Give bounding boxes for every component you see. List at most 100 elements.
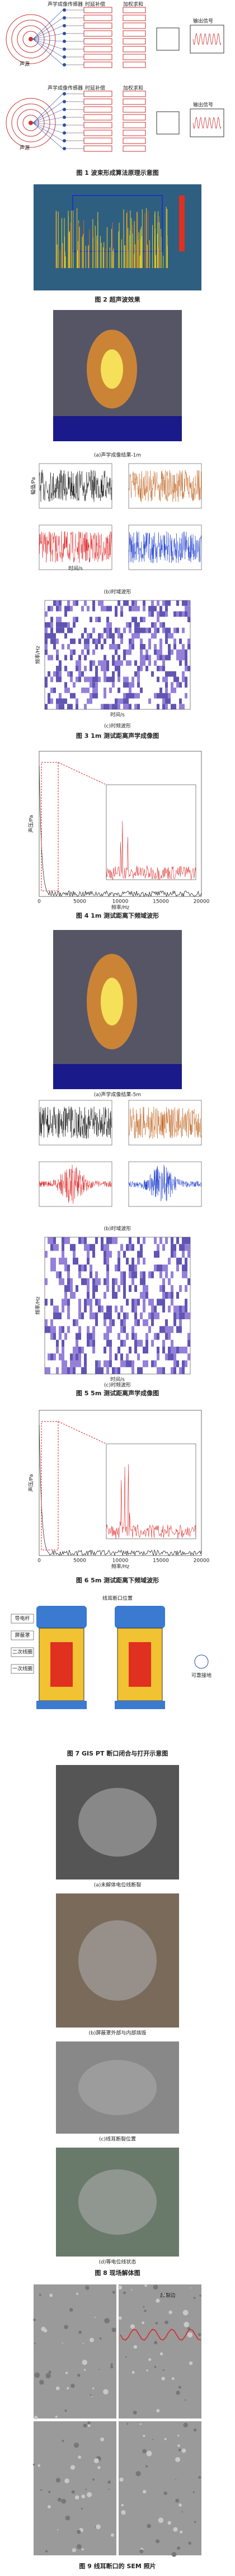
spec-cell xyxy=(84,600,87,606)
spec-cell xyxy=(165,1271,168,1279)
spec-cell xyxy=(53,638,56,644)
delay-box xyxy=(83,30,112,37)
spec-cell xyxy=(140,1312,143,1319)
spec-cell xyxy=(148,605,151,612)
spec-cell xyxy=(165,1292,168,1299)
spec-cell xyxy=(106,1333,109,1340)
spec-cell xyxy=(50,1244,53,1251)
spec-cell xyxy=(182,704,185,709)
spec-cell xyxy=(73,1347,76,1354)
spec-cell xyxy=(176,600,179,606)
spec-cell xyxy=(115,1265,118,1272)
spec-cell xyxy=(137,1257,140,1265)
spec-cell xyxy=(90,676,92,683)
spec-cell xyxy=(78,666,81,671)
texture xyxy=(175,2457,181,2462)
spec-cell xyxy=(59,660,62,666)
spec-cell xyxy=(53,1305,56,1313)
spec-cell xyxy=(106,666,109,671)
spec-cell xyxy=(162,1285,165,1292)
spec-cell xyxy=(157,1333,159,1340)
label-box xyxy=(11,1614,34,1624)
spec-cell xyxy=(90,682,92,688)
mic xyxy=(63,139,66,142)
spec-cell xyxy=(90,617,92,622)
spec-cell xyxy=(137,1299,140,1306)
text: (b)时域波形 xyxy=(104,1225,131,1232)
waveform xyxy=(128,1165,202,1202)
spec-cell xyxy=(48,693,50,699)
spec-cell xyxy=(162,1299,165,1306)
spec-cell xyxy=(140,666,143,671)
spec-cell xyxy=(159,1285,162,1292)
mic xyxy=(63,108,66,111)
mic xyxy=(63,147,66,150)
spec-cell xyxy=(84,1278,87,1285)
spec-cell xyxy=(176,1237,179,1244)
spec-cell xyxy=(157,666,159,671)
spec-cell xyxy=(182,1271,185,1279)
spec-cell xyxy=(92,1347,95,1354)
texture xyxy=(155,2321,158,2325)
spec-cell xyxy=(48,671,50,677)
spec-cell xyxy=(50,605,53,612)
spec-cell xyxy=(109,1251,112,1258)
spec-cell xyxy=(104,671,106,677)
text: 15000 xyxy=(153,1558,169,1564)
spec-cell xyxy=(73,1292,76,1299)
link xyxy=(32,9,63,40)
texture xyxy=(81,2548,84,2551)
texture xyxy=(194,2521,196,2523)
texture xyxy=(81,2508,83,2510)
axes xyxy=(39,751,202,897)
spec-cell xyxy=(56,655,59,661)
spec-cell xyxy=(84,644,87,650)
link xyxy=(32,93,63,123)
output-wave xyxy=(192,116,222,130)
spec-cell xyxy=(45,682,48,688)
spec-cell xyxy=(143,627,145,633)
spec-cell xyxy=(123,1285,126,1292)
texture xyxy=(107,2480,111,2484)
texture xyxy=(148,2358,152,2362)
spec-cell xyxy=(165,704,168,709)
texture xyxy=(162,2369,164,2371)
spec-cell xyxy=(159,1271,162,1279)
spec-cell xyxy=(143,1257,145,1265)
spec-cell xyxy=(64,1285,67,1292)
spec-cell xyxy=(87,676,90,683)
spec-cell xyxy=(104,688,106,693)
spec-cell xyxy=(171,1326,173,1333)
spec-cell xyxy=(109,627,112,633)
spec-cell xyxy=(137,671,140,677)
sem-image xyxy=(119,2421,201,2555)
spec-cell xyxy=(56,698,59,704)
spec-cell xyxy=(165,605,168,612)
spec-cell xyxy=(162,1278,165,1285)
spec-cell xyxy=(182,1367,185,1374)
wave-frame xyxy=(39,1161,112,1207)
text: 20000 xyxy=(194,899,210,905)
spec-cell xyxy=(101,660,104,666)
spec-cell xyxy=(67,1367,70,1374)
photo-detail xyxy=(78,1788,157,1857)
text: 时延补偿 xyxy=(85,85,105,92)
weight-box xyxy=(123,137,146,144)
spec-cell xyxy=(145,627,148,633)
photo-detail xyxy=(78,1920,157,2001)
spec-cell xyxy=(109,1347,112,1354)
texture xyxy=(156,2409,160,2413)
spec-cell xyxy=(45,633,48,639)
spec-cell xyxy=(78,1333,81,1340)
spec-cell xyxy=(106,1244,109,1251)
spec-cell xyxy=(148,660,151,666)
spec-cell xyxy=(95,1278,98,1285)
spec-cell xyxy=(50,1237,53,1244)
spec-cell xyxy=(118,644,120,650)
spec-cell xyxy=(104,704,106,709)
weight-box xyxy=(123,130,146,136)
spec-cell xyxy=(101,605,104,612)
texture xyxy=(85,2488,87,2491)
spec-cell xyxy=(179,660,182,666)
spec-cell xyxy=(98,1360,101,1367)
